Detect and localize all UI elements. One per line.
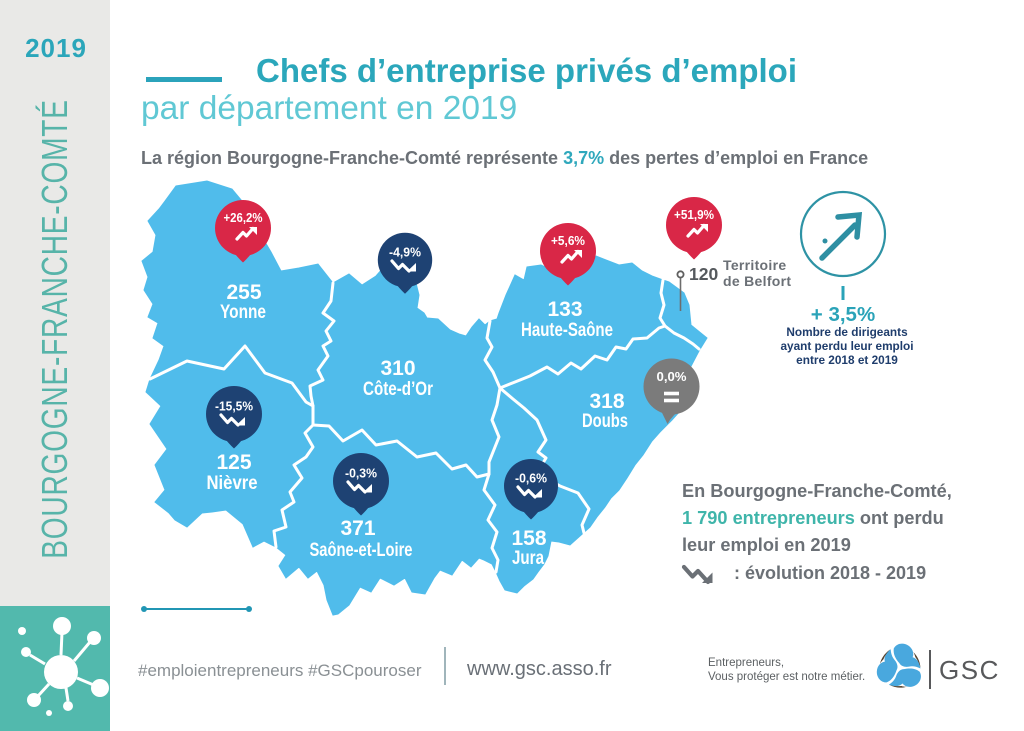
svg-text:Doubs: Doubs bbox=[582, 411, 628, 432]
svg-text:158: 158 bbox=[511, 527, 546, 550]
svg-text:Nièvre: Nièvre bbox=[207, 473, 258, 494]
svg-text:-0,6%: -0,6% bbox=[515, 471, 547, 486]
svg-text:371: 371 bbox=[340, 517, 375, 540]
svg-text:318: 318 bbox=[589, 390, 624, 413]
svg-text:Haute-Saône: Haute-Saône bbox=[521, 320, 613, 341]
svg-text:+26,2%: +26,2% bbox=[224, 210, 263, 225]
svg-text:Yonne: Yonne bbox=[220, 302, 266, 323]
svg-text:255: 255 bbox=[226, 281, 261, 304]
svg-text:Côte-d’Or: Côte-d’Or bbox=[363, 379, 433, 400]
svg-text:-0,3%: -0,3% bbox=[345, 466, 377, 481]
svg-text:310: 310 bbox=[380, 357, 415, 380]
svg-text:0,0%: 0,0% bbox=[657, 369, 687, 384]
svg-text:-4,9%: -4,9% bbox=[389, 245, 421, 260]
svg-text:-15,5%: -15,5% bbox=[215, 399, 253, 414]
svg-text:+51,9%: +51,9% bbox=[674, 207, 714, 222]
svg-text:Jura: Jura bbox=[512, 548, 544, 569]
svg-text:133: 133 bbox=[547, 298, 582, 321]
svg-text:Saône-et-Loire: Saône-et-Loire bbox=[310, 540, 413, 561]
svg-text:+5,6%: +5,6% bbox=[551, 233, 585, 248]
svg-text:125: 125 bbox=[216, 451, 251, 474]
